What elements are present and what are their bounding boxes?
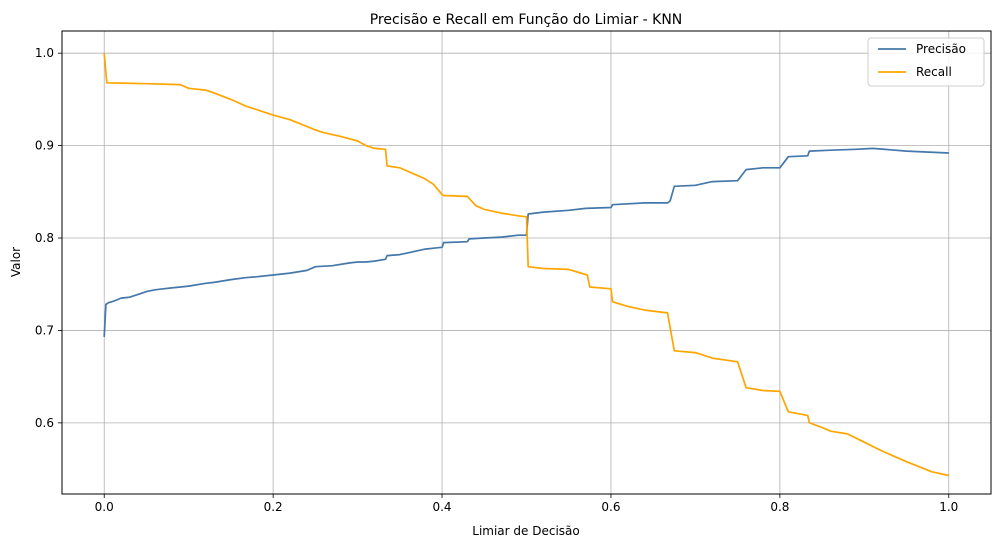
legend: Precisão Recall — [867, 37, 985, 87]
series-lines — [103, 53, 949, 477]
y-tick-label: 0.6 — [35, 416, 54, 430]
legend-box — [867, 37, 985, 87]
x-tick-label: 0.8 — [770, 500, 789, 514]
x-tick-label: 1.0 — [939, 500, 958, 514]
grid — [62, 31, 991, 494]
precisao-line — [103, 147, 949, 337]
x-tick-label: 0.6 — [601, 500, 620, 514]
x-tick-label: 0.2 — [264, 500, 283, 514]
plot-frame — [61, 30, 992, 495]
legend-label-precisao: Precisão — [916, 42, 966, 56]
recall-line — [103, 53, 949, 477]
y-tick-label: 0.9 — [35, 139, 54, 153]
y-tick-label: 1.0 — [35, 46, 54, 60]
x-ticks: 0.0 0.2 0.4 0.6 0.8 1.0 — [95, 494, 958, 514]
x-axis-label: Limiar de Decisão — [472, 524, 579, 538]
chart-title: Precisão e Recall em Função do Limiar - … — [370, 12, 683, 28]
legend-label-recall: Recall — [916, 65, 952, 79]
y-axis-label: Valor — [9, 247, 23, 277]
x-tick-label: 0.0 — [95, 500, 114, 514]
y-ticks: 0.6 0.7 0.8 0.9 1.0 — [35, 46, 62, 430]
y-tick-label: 0.8 — [35, 231, 54, 245]
y-tick-label: 0.7 — [35, 323, 54, 337]
x-tick-label: 0.4 — [432, 500, 451, 514]
